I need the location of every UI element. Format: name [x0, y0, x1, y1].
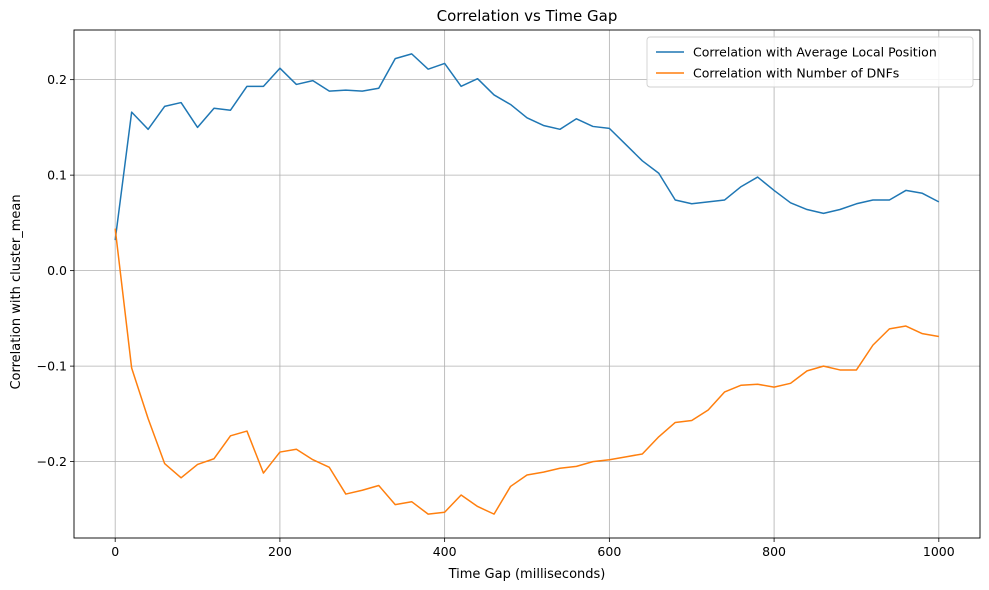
y-tick-label: 0.1	[47, 168, 67, 183]
legend-box	[646, 36, 974, 88]
chart-title: Correlation vs Time Gap	[437, 7, 618, 25]
y-tick-label: −0.2	[37, 454, 67, 469]
series-line-1	[114, 53, 940, 241]
series-line-2	[114, 228, 939, 515]
legend-label-1: Correlation with Average Local Position	[693, 45, 937, 60]
y-tick-label: 0.0	[47, 263, 67, 278]
y-tick-label: −0.1	[37, 359, 67, 374]
y-axis-title: Correlation with cluster_mean	[9, 194, 24, 389]
plot-area: 0 200 400 600 800 1000 −0.2 −0.1 0.0 0.1 0.2	[37, 29, 981, 559]
y-tick-label: 0.2	[47, 72, 67, 87]
legend: Correlation with Average Local Position C…	[646, 36, 974, 88]
x-tick-label: 0	[111, 544, 119, 559]
x-tick-label: 600	[597, 544, 621, 559]
x-tick-label: 200	[268, 544, 292, 559]
legend-label-2: Correlation with Number of DNFs	[693, 66, 899, 81]
x-tick-label: 800	[762, 544, 786, 559]
x-axis-title: Time Gap (milliseconds)	[448, 567, 606, 582]
x-tick-label: 400	[433, 544, 457, 559]
plot-frame	[73, 29, 981, 539]
x-tick-label: 1000	[923, 544, 955, 559]
